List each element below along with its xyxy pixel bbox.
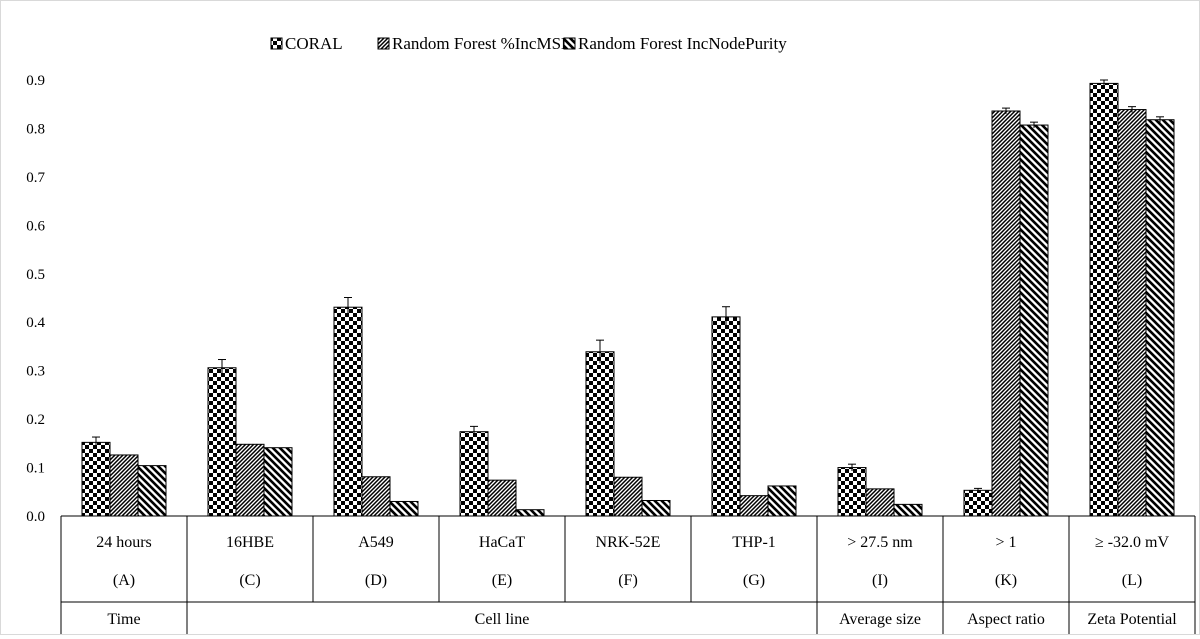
category-label: 24 hours bbox=[96, 534, 152, 551]
bar bbox=[235, 443, 265, 517]
category-code: (A) bbox=[113, 572, 135, 589]
bar bbox=[333, 306, 363, 517]
group-label: Cell line bbox=[475, 611, 530, 628]
legend-label: Random Forest %IncMSE bbox=[392, 34, 571, 53]
y-tick-label: 0.4 bbox=[26, 315, 45, 331]
legend-swatch bbox=[563, 37, 576, 50]
category-label: 16HBE bbox=[226, 534, 274, 551]
y-tick-label: 0.1 bbox=[26, 461, 45, 477]
y-tick-label: 0.3 bbox=[26, 364, 45, 380]
bar bbox=[865, 488, 895, 517]
category-code: (D) bbox=[365, 572, 387, 589]
group-label: Time bbox=[107, 611, 140, 628]
legend-swatch bbox=[377, 37, 390, 50]
group-label: Zeta Potential bbox=[1087, 611, 1177, 628]
category-code: (C) bbox=[239, 572, 260, 589]
chart-legend: CORAL Random Forest %IncMSE Random Forest … bbox=[270, 34, 787, 53]
legend-label: CORAL bbox=[285, 34, 343, 53]
x-axis-table: 24 hours (A) 16HBE (C) A549 (D) HaCaT (E) NRK-52… bbox=[60, 516, 1196, 634]
bar bbox=[991, 110, 1021, 517]
bar bbox=[1089, 82, 1119, 517]
group-label: Average size bbox=[839, 611, 921, 628]
bar bbox=[641, 499, 671, 517]
bar bbox=[711, 316, 741, 517]
category-label: > 1 bbox=[995, 534, 1016, 551]
bar bbox=[487, 479, 517, 517]
category-label: THP-1 bbox=[732, 534, 776, 551]
bar bbox=[109, 454, 139, 517]
legend-label: Random Forest IncNodePurity bbox=[578, 34, 787, 53]
bar bbox=[389, 500, 419, 517]
bar bbox=[1145, 119, 1175, 517]
bar bbox=[1019, 124, 1049, 517]
y-tick-label: 0.6 bbox=[26, 218, 45, 234]
bar bbox=[263, 447, 293, 517]
bar bbox=[837, 467, 867, 517]
legend-item: Random Forest %IncMSE bbox=[377, 34, 571, 53]
legend-item: CORAL bbox=[270, 34, 343, 53]
category-code: (F) bbox=[618, 572, 638, 589]
bar bbox=[963, 489, 993, 517]
category-code: (G) bbox=[743, 572, 765, 589]
bar bbox=[361, 476, 391, 517]
y-tick-label: 0.5 bbox=[26, 267, 45, 283]
legend-swatch bbox=[270, 37, 283, 50]
legend-item: Random Forest IncNodePurity bbox=[563, 34, 787, 53]
bar bbox=[893, 503, 923, 517]
category-label: HaCaT bbox=[479, 534, 525, 551]
bar bbox=[137, 465, 167, 517]
y-tick-label: 0.9 bbox=[26, 73, 45, 89]
category-code: (L) bbox=[1122, 572, 1142, 589]
bar bbox=[613, 476, 643, 517]
y-tick-label: 0.7 bbox=[26, 170, 45, 186]
category-code: (E) bbox=[492, 572, 512, 589]
category-code: (K) bbox=[995, 572, 1017, 589]
y-tick-label: 0.0 bbox=[26, 509, 45, 525]
category-label: A549 bbox=[358, 534, 394, 551]
bar bbox=[767, 485, 797, 517]
bar bbox=[739, 495, 769, 517]
bar bbox=[81, 441, 111, 517]
category-label: NRK-52E bbox=[596, 534, 661, 551]
chart-bars bbox=[81, 79, 1175, 517]
bar bbox=[207, 367, 237, 517]
bar bbox=[1117, 109, 1147, 517]
group-label: Aspect ratio bbox=[967, 611, 1045, 628]
category-code: (I) bbox=[872, 572, 888, 589]
bar bbox=[515, 509, 545, 517]
category-label: ≥ -32.0 mV bbox=[1095, 534, 1170, 551]
category-label: > 27.5 nm bbox=[847, 534, 913, 551]
bar bbox=[585, 351, 615, 517]
y-tick-label: 0.8 bbox=[26, 121, 45, 137]
y-tick-label: 0.2 bbox=[26, 412, 45, 428]
bar bbox=[459, 431, 489, 517]
